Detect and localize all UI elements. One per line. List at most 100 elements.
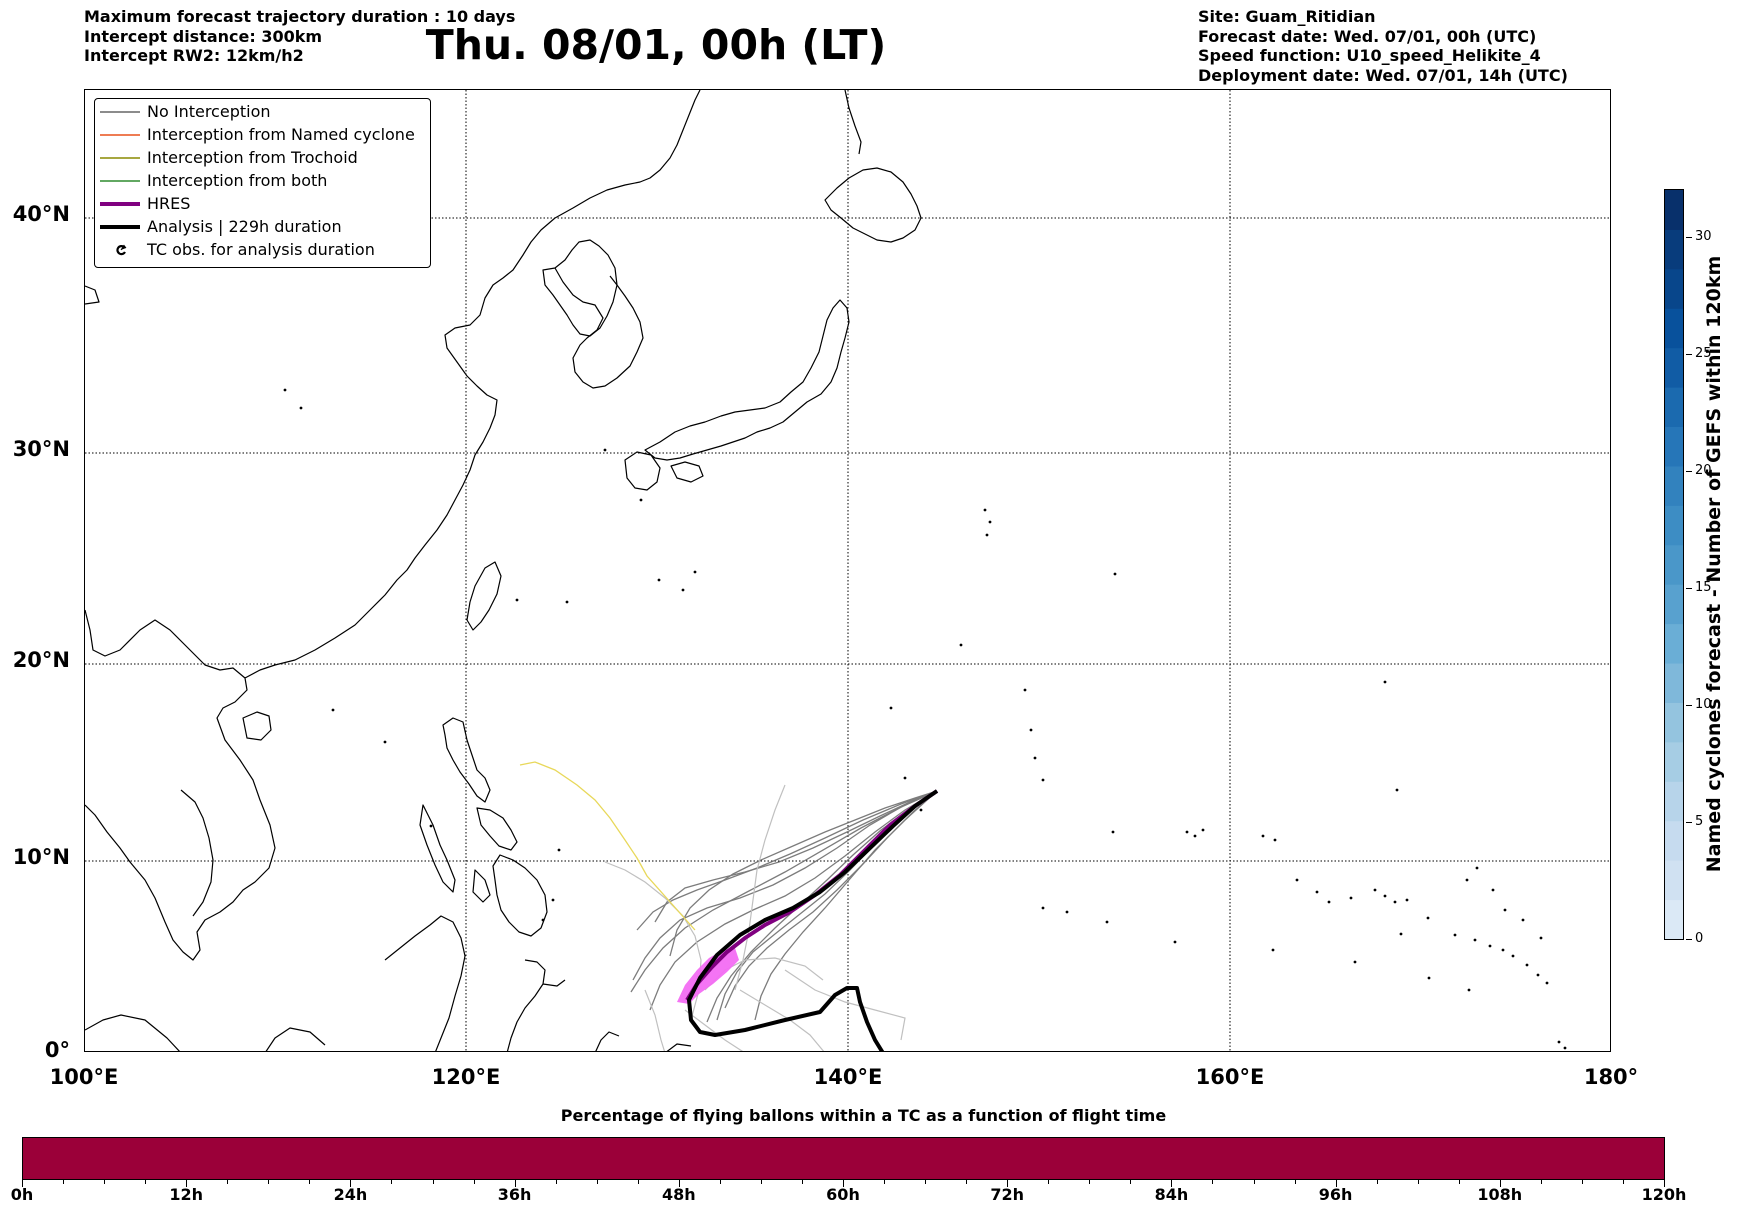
colorbar-band: [1665, 544, 1683, 585]
colorbar-tick-label: 20: [1695, 462, 1712, 478]
colorbar-tick: [1686, 939, 1692, 940]
island-dot: [1201, 828, 1205, 832]
timebar-tick-label: 24h: [333, 1185, 368, 1204]
timebar-tick: [514, 1180, 516, 1187]
main-title-text: Thu. 08/01, 00h (LT): [425, 21, 887, 69]
legend-item-trochoid: Interception from Trochoid: [95, 147, 430, 170]
legend-item-both: Interception from both: [95, 170, 430, 193]
timebar-tick: [1048, 1180, 1050, 1184]
coast-japan-honshu: [624, 299, 850, 491]
coast-asia-mainland: [85, 90, 701, 1051]
island-dot: [1563, 1046, 1567, 1050]
timebar-tick: [391, 1180, 393, 1184]
island-dot: [1473, 938, 1477, 942]
timebar-tick: [1335, 1180, 1337, 1187]
timebar-tick: [1089, 1180, 1091, 1184]
timebar-tick: [637, 1180, 639, 1184]
hres-trajectory: [685, 789, 939, 1002]
timebar-tick: [1171, 1180, 1173, 1187]
timebar-tick: [596, 1180, 598, 1184]
island-dot: [557, 848, 561, 852]
colorbar-tick: [1686, 236, 1692, 238]
colorbar-band: [1665, 190, 1683, 230]
timebar-tick-label: 12h: [169, 1185, 204, 1204]
colorbar-title-text: Named cyclones forecast - Number of GEFS…: [1703, 255, 1725, 873]
island-dot: [1399, 932, 1403, 936]
island-dot: [1467, 988, 1471, 992]
island-dot: [1511, 954, 1515, 958]
timebar-tick: [1458, 1180, 1460, 1184]
island-dot: [1488, 944, 1492, 948]
cyclone-icon: [116, 244, 127, 256]
island-dot: [1501, 948, 1505, 952]
timebar-title: Percentage of flying ballons within a TC…: [560, 1106, 1167, 1125]
colorbar-band: [1665, 820, 1683, 861]
trajectory-trochoid: [519, 761, 696, 931]
island-dot: [1041, 906, 1045, 910]
island-dot: [515, 598, 519, 602]
forecast-date-text: Forecast date: Wed. 07/01, 00h (UTC): [1198, 26, 1537, 46]
colorbar-band: [1665, 781, 1683, 822]
island-dot: [1065, 910, 1069, 914]
timebar-tick: [719, 1180, 721, 1184]
timebar-tick: [1499, 1180, 1501, 1187]
island-dot: [1271, 948, 1275, 952]
colorbar-band: [1665, 426, 1683, 467]
speed-function-text: Speed function: U10_speed_Helikite_4: [1198, 46, 1541, 65]
islands: [283, 388, 1567, 1050]
main-title: Thu. 08/01, 00h (LT): [0, 20, 1748, 70]
island-dot: [1261, 834, 1265, 838]
island-dot: [1033, 756, 1037, 760]
lat-label-20n: 20°N: [12, 648, 70, 672]
island-dot: [1393, 900, 1397, 904]
legend-item-analysis: Analysis | 229h duration: [95, 216, 430, 239]
island-dot: [331, 708, 335, 712]
timebar-tick: [1540, 1180, 1542, 1184]
timebar-tick: [1664, 1180, 1665, 1187]
coast-indochina-coast: [180, 789, 214, 917]
colorbar-tick: [1686, 587, 1692, 589]
timebar-tick: [268, 1180, 270, 1184]
lon-label-160e: 160°E: [1195, 1065, 1265, 1089]
legend-item-no-interception: No Interception: [95, 101, 430, 124]
colorbar-band: [1665, 623, 1683, 664]
map-panel[interactable]: [84, 89, 1611, 1052]
timebar-tick: [966, 1180, 968, 1184]
colorbar-band: [1665, 505, 1683, 546]
trajectory-no-interception: [654, 790, 938, 923]
legend-item-tc-obs: TC obs. for analysis duration: [95, 239, 430, 262]
lat-label-0: 0°: [44, 1038, 70, 1062]
legend-line-hres: [100, 202, 140, 206]
colorbar-band: [1665, 347, 1683, 388]
timebar-tick: [1253, 1180, 1255, 1184]
island-dot: [889, 706, 893, 710]
island-dot: [903, 776, 907, 780]
island-dot: [551, 898, 555, 902]
colorbar-band: [1665, 465, 1683, 506]
legend-line-analysis: [100, 225, 140, 229]
lat-label-40n: 40°N: [12, 202, 70, 226]
island-dot: [639, 498, 643, 502]
legend-item-named-cyclone: Interception from Named cyclone: [95, 124, 430, 147]
island-dot: [1557, 1040, 1561, 1044]
colorbar-gradient: [1665, 190, 1683, 940]
lat-label-10n: 10°N: [12, 845, 70, 869]
colorbar-tick: [1686, 704, 1692, 706]
analysis-trajectory: [687, 789, 939, 1051]
timebar-tick: [1581, 1180, 1583, 1184]
timebar-tick-label: 60h: [826, 1185, 860, 1204]
hres-spread-area: [677, 948, 739, 1004]
island-dot: [1539, 936, 1543, 940]
island-dot: [1383, 894, 1387, 898]
max-duration-text: Maximum forecast trajectory duration : 1…: [84, 7, 516, 26]
island-dot: [983, 508, 987, 512]
legend: No Interception Interception from Named …: [94, 98, 431, 268]
island-dot: [1349, 896, 1353, 900]
timebar-tick: [843, 1180, 844, 1187]
timebar-tick: [227, 1180, 229, 1184]
island-dot: [1193, 834, 1197, 838]
timebar-tick-label: 108h: [1477, 1185, 1523, 1204]
island-dot: [1113, 572, 1117, 576]
timebar-tick: [1294, 1180, 1296, 1184]
island-dot: [1273, 838, 1277, 842]
